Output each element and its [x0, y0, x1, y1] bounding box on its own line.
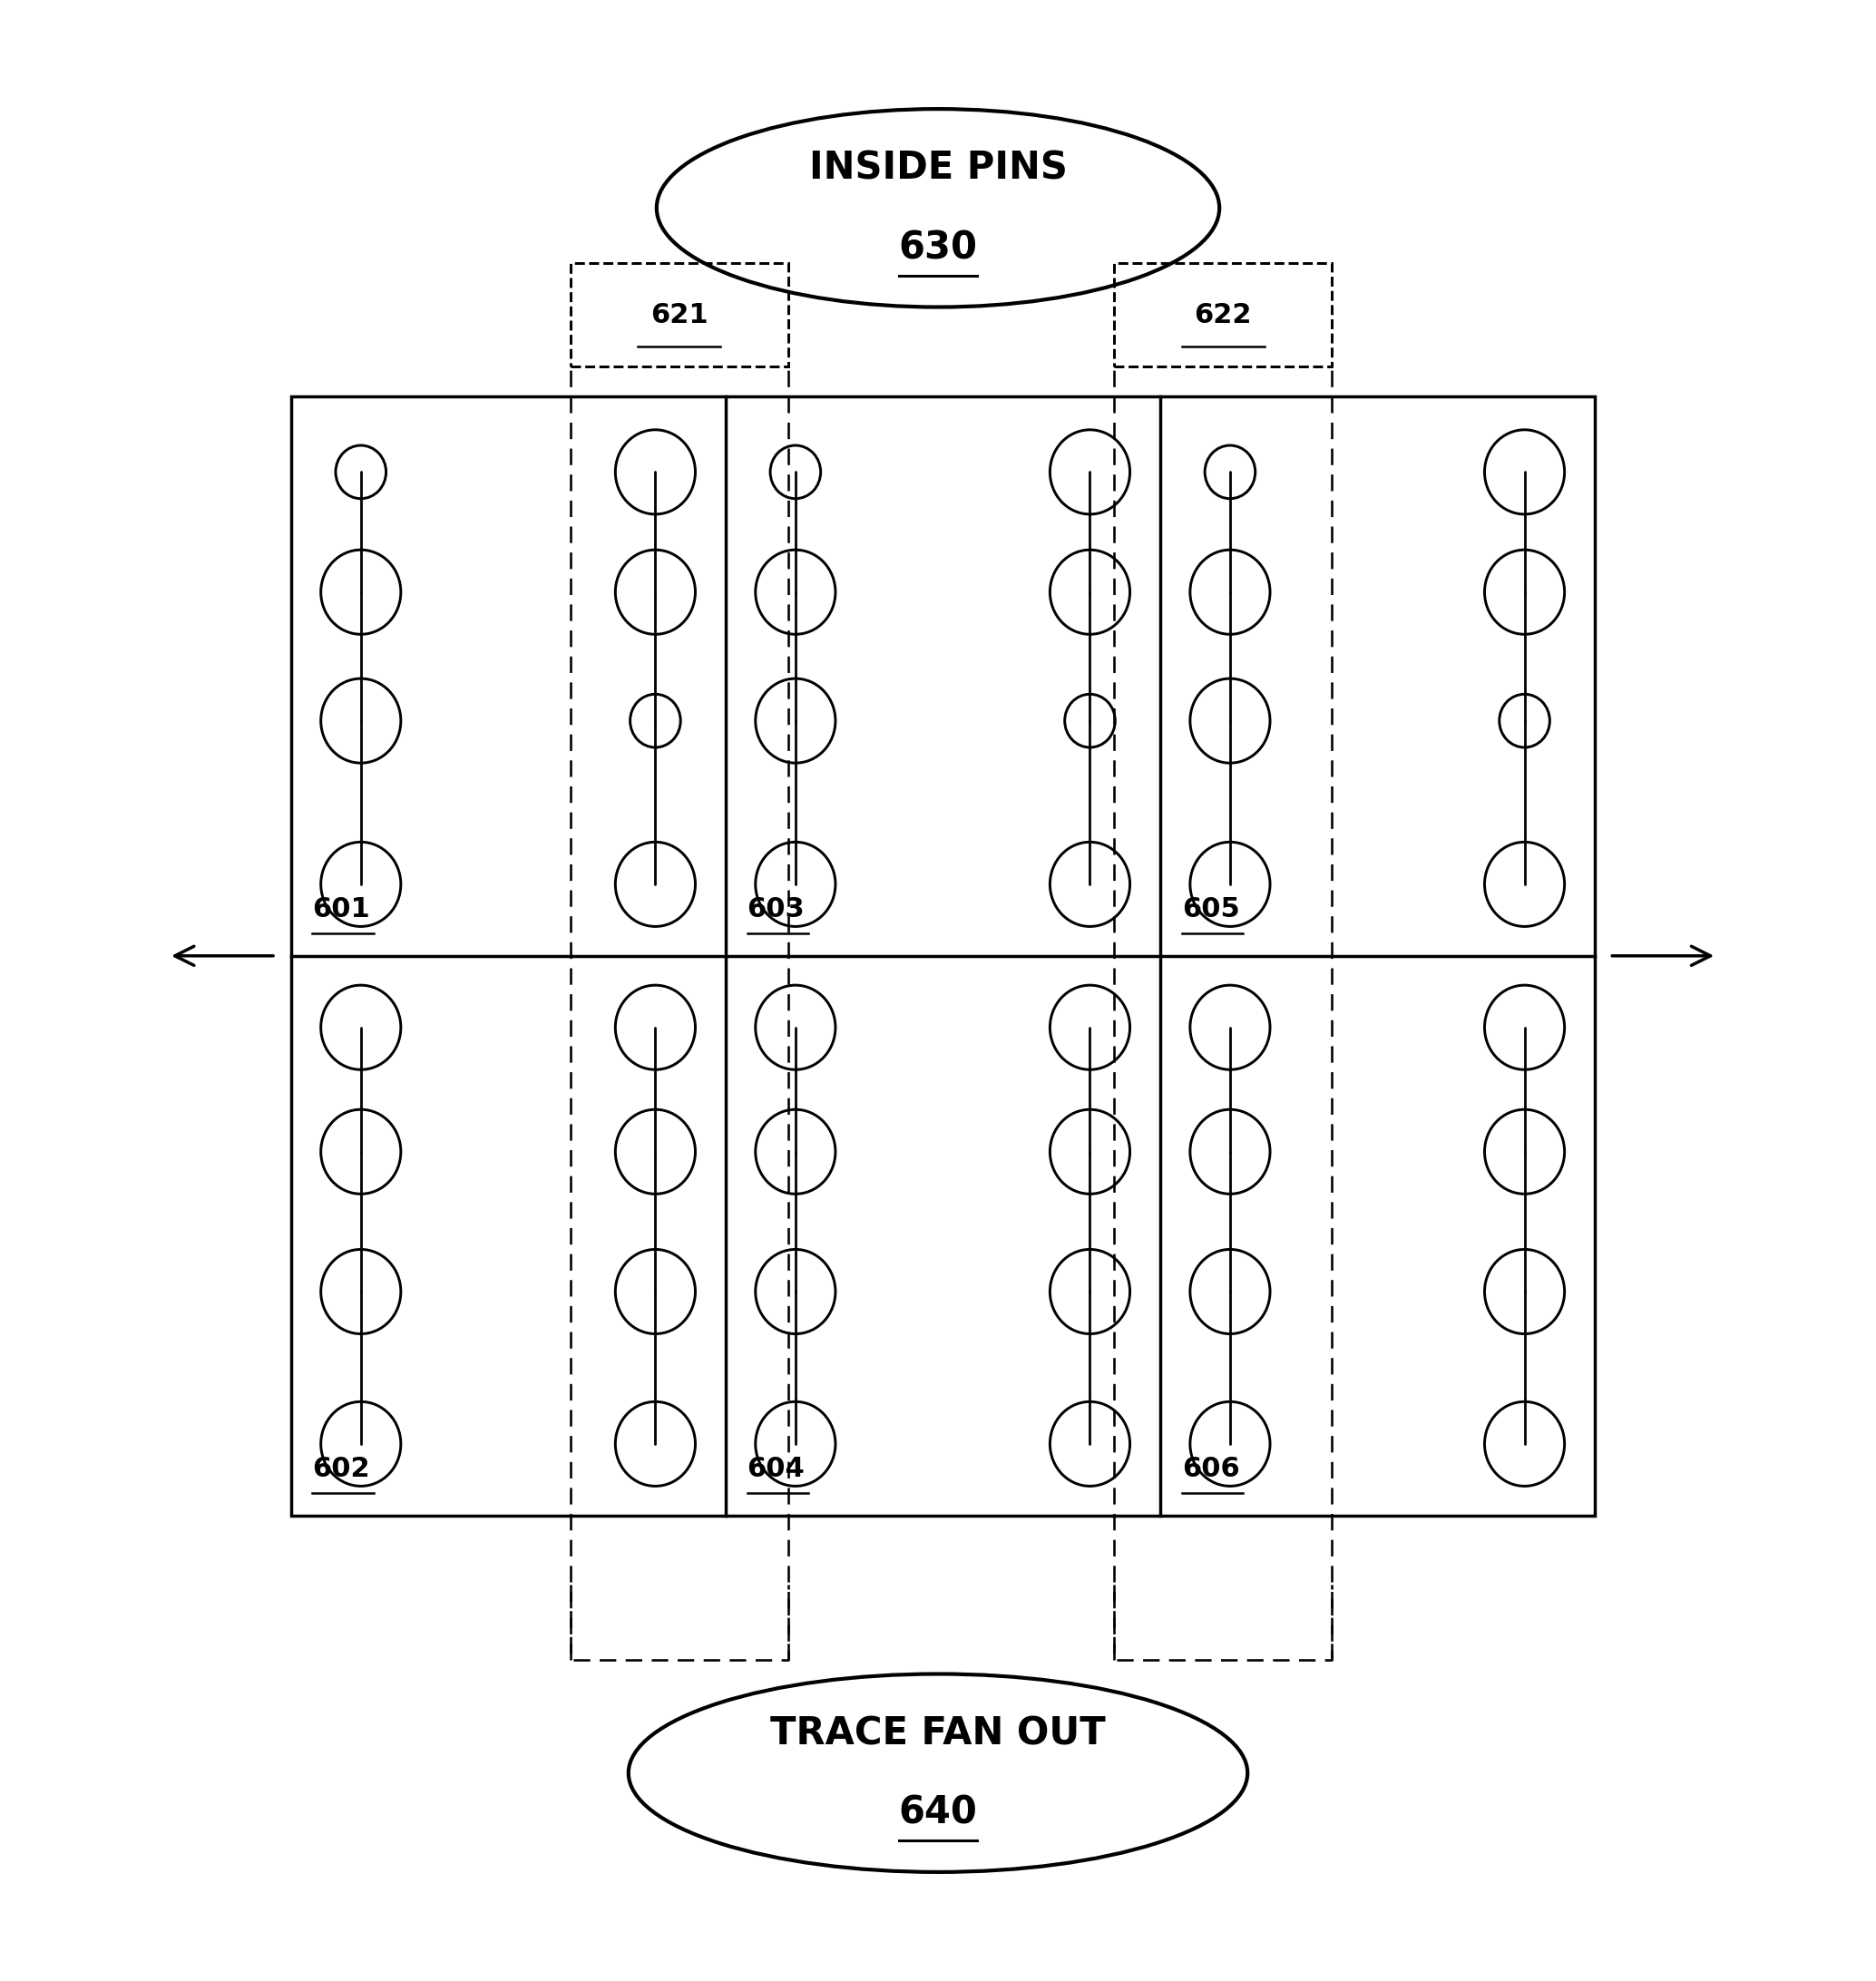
Text: 601: 601 [313, 895, 370, 923]
Text: 605: 605 [1182, 895, 1240, 923]
Text: 602: 602 [313, 1456, 370, 1482]
Text: INSIDE PINS: INSIDE PINS [809, 149, 1067, 188]
Text: 603: 603 [747, 895, 805, 923]
Text: 630: 630 [899, 228, 977, 267]
Bar [291, 396, 1595, 1515]
Bar [570, 263, 788, 366]
Bar [1114, 263, 1332, 366]
Text: 640: 640 [899, 1793, 977, 1832]
Text: 604: 604 [747, 1456, 805, 1482]
Text: TRACE FAN OUT: TRACE FAN OUT [771, 1714, 1105, 1753]
Text: 621: 621 [651, 301, 707, 329]
Text: 606: 606 [1182, 1456, 1240, 1482]
Text: 622: 622 [1195, 301, 1251, 329]
